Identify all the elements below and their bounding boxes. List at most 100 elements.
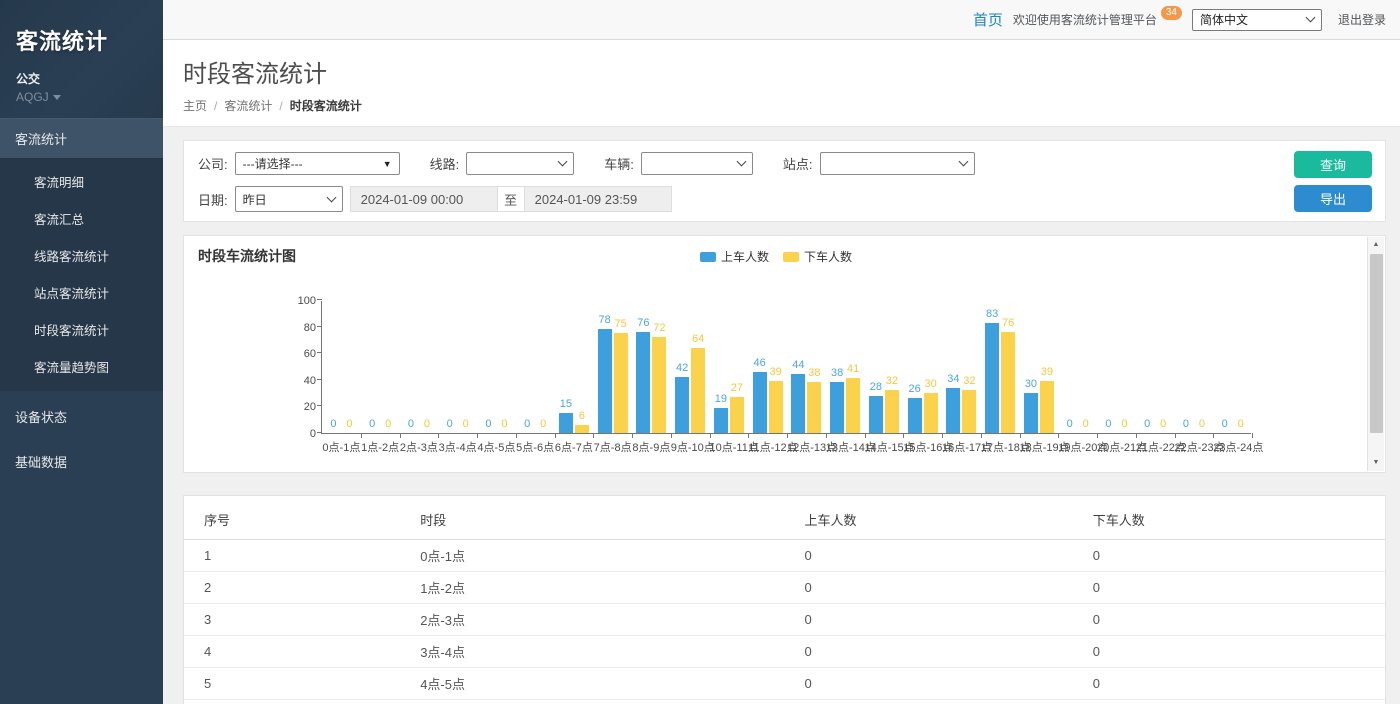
bar-boarding[interactable] xyxy=(753,372,767,433)
bar-alighting[interactable] xyxy=(730,397,744,433)
bar-alighting[interactable] xyxy=(885,390,899,433)
chevron-down-icon xyxy=(958,157,968,167)
chevron-down-icon xyxy=(558,157,568,167)
org-code-label: AQGJ xyxy=(16,90,49,104)
table-cell: 0 xyxy=(1085,636,1385,668)
sidebar-subitem-2[interactable]: 客流汇总 xyxy=(0,200,163,237)
bar-boarding[interactable] xyxy=(985,323,999,433)
start-datetime-input[interactable]: 2024-01-09 00:00 xyxy=(350,186,498,212)
x-tick xyxy=(438,433,439,438)
breadcrumb-item-2[interactable]: 客流统计 xyxy=(224,99,272,113)
content-area: 公司: ---请选择--- ▼ 线路: 车辆 xyxy=(163,127,1400,704)
bar-alighting[interactable] xyxy=(1001,332,1015,433)
notification-badge[interactable]: 34 xyxy=(1161,6,1182,20)
bar-value-label: 72 xyxy=(644,322,674,334)
vehicle-select[interactable] xyxy=(641,152,753,175)
x-axis-label: 2点-3点 xyxy=(400,439,439,455)
table-cell: 0 xyxy=(1085,540,1385,572)
sidebar-item-1[interactable]: 客流统计 xyxy=(0,118,163,159)
filter-row-2: 日期: 昨日 2024-01-09 00:00 至 2024-01-09 23:… xyxy=(198,186,1371,212)
table-cell: 0 xyxy=(797,604,1085,636)
legend-item-2[interactable]: 下车人数 xyxy=(783,248,852,265)
bar-alighting[interactable] xyxy=(575,425,589,433)
bar-alighting[interactable] xyxy=(924,393,938,433)
x-axis-label: 23点-24点 xyxy=(1213,439,1252,455)
bar-boarding[interactable] xyxy=(714,408,728,433)
x-axis-label: 1点-2点 xyxy=(361,439,400,455)
bar-alighting[interactable] xyxy=(962,390,976,433)
company-select[interactable]: ---请选择--- ▼ xyxy=(235,152,400,175)
bar-boarding[interactable] xyxy=(1024,393,1038,433)
bar-boarding[interactable] xyxy=(869,396,883,433)
end-datetime-input[interactable]: 2024-01-09 23:59 xyxy=(524,186,672,212)
x-tick xyxy=(865,433,866,438)
chart-body: 0204060801000点-1点001点-2点002点-3点003点-4点00… xyxy=(198,282,1368,472)
column-header-2: 时段 xyxy=(412,500,796,540)
app-root: 客流统计 公交 AQGJ 客流统计客流明细客流汇总线路客流统计站点客流统计时段客… xyxy=(0,0,1400,704)
bar-alighting[interactable] xyxy=(691,348,705,433)
bar-alighting[interactable] xyxy=(652,337,666,433)
bar-boarding[interactable] xyxy=(598,329,612,433)
table-body: 10点-1点0021点-2点0032点-3点0043点-4点0054点-5点00… xyxy=(184,540,1385,704)
bar-alighting[interactable] xyxy=(614,333,628,433)
breadcrumb-item-1[interactable]: 主页 xyxy=(183,99,207,113)
x-tick xyxy=(477,433,478,438)
bar-boarding[interactable] xyxy=(791,374,805,433)
sidebar-subitem-1[interactable]: 客流明细 xyxy=(0,163,163,200)
legend-swatch xyxy=(700,252,716,262)
export-button[interactable]: 导出 xyxy=(1294,185,1372,212)
bar-alighting[interactable] xyxy=(846,378,860,433)
x-axis-label: 10点-11点 xyxy=(710,439,749,455)
bar-value-label: 41 xyxy=(838,363,868,375)
org-code-dropdown[interactable]: AQGJ xyxy=(16,90,149,104)
bar-boarding[interactable] xyxy=(946,388,960,433)
bar-value-label: 64 xyxy=(683,333,713,345)
x-axis-label: 17点-18点 xyxy=(981,439,1020,455)
bar-alighting[interactable] xyxy=(807,382,821,433)
line-select[interactable] xyxy=(466,152,574,175)
date-label: 日期: xyxy=(198,190,228,209)
station-select[interactable] xyxy=(820,152,975,175)
sidebar-item-3[interactable]: 基础数据 xyxy=(0,442,163,481)
home-link[interactable]: 首页 xyxy=(973,9,1003,30)
x-axis-label: 18点-19点 xyxy=(1020,439,1059,455)
chart-vertical-scrollbar[interactable]: ▲ ▼ xyxy=(1367,237,1384,471)
x-tick xyxy=(1020,433,1021,438)
logout-link[interactable]: 退出登录 xyxy=(1338,11,1386,28)
x-axis-label: 4点-5点 xyxy=(477,439,516,455)
table-row: 10点-1点00 xyxy=(184,540,1385,572)
x-tick xyxy=(516,433,517,438)
x-tick xyxy=(710,433,711,438)
sidebar-subitem-6[interactable]: 客流量趋势图 xyxy=(0,348,163,385)
bar-boarding[interactable] xyxy=(908,398,922,433)
legend-item-1[interactable]: 上车人数 xyxy=(700,248,769,265)
x-axis-label: 0点-1点 xyxy=(322,439,361,455)
table-cell: 0 xyxy=(1085,604,1385,636)
query-button[interactable]: 查询 xyxy=(1294,151,1372,178)
sidebar-subitem-5[interactable]: 时段客流统计 xyxy=(0,311,163,348)
language-select[interactable]: 简体中文 xyxy=(1192,9,1322,31)
sidebar-item-2[interactable]: 设备状态 xyxy=(0,397,163,436)
company-label: 公司: xyxy=(198,154,228,173)
table-cell: 0 xyxy=(1085,668,1385,700)
sidebar-subitem-3[interactable]: 线路客流统计 xyxy=(0,237,163,274)
x-tick xyxy=(593,433,594,438)
date-preset-select[interactable]: 昨日 xyxy=(235,186,343,212)
sidebar-subitem-4[interactable]: 站点客流统计 xyxy=(0,274,163,311)
x-axis-label: 15点-16点 xyxy=(903,439,942,455)
scroll-down-arrow-icon[interactable]: ▼ xyxy=(1368,455,1384,471)
scrollbar-thumb[interactable] xyxy=(1370,254,1383,433)
legend-label: 下车人数 xyxy=(804,248,852,265)
bar-alighting[interactable] xyxy=(769,381,783,433)
bar-boarding[interactable] xyxy=(675,377,689,433)
time-period-table: 序号时段上车人数下车人数 10点-1点0021点-2点0032点-3点0043点… xyxy=(184,500,1385,704)
x-axis-label: 14点-15点 xyxy=(865,439,904,455)
bar-boarding[interactable] xyxy=(830,382,844,433)
y-axis-label: 60 xyxy=(288,348,316,360)
date-preset-value: 昨日 xyxy=(243,191,267,208)
bar-alighting[interactable] xyxy=(1040,381,1054,433)
welcome-text: 欢迎使用客流统计管理平台 xyxy=(1013,11,1157,28)
scroll-up-arrow-icon[interactable]: ▲ xyxy=(1368,237,1384,253)
bar-boarding[interactable] xyxy=(636,332,650,433)
x-axis-label: 3点-4点 xyxy=(438,439,477,455)
